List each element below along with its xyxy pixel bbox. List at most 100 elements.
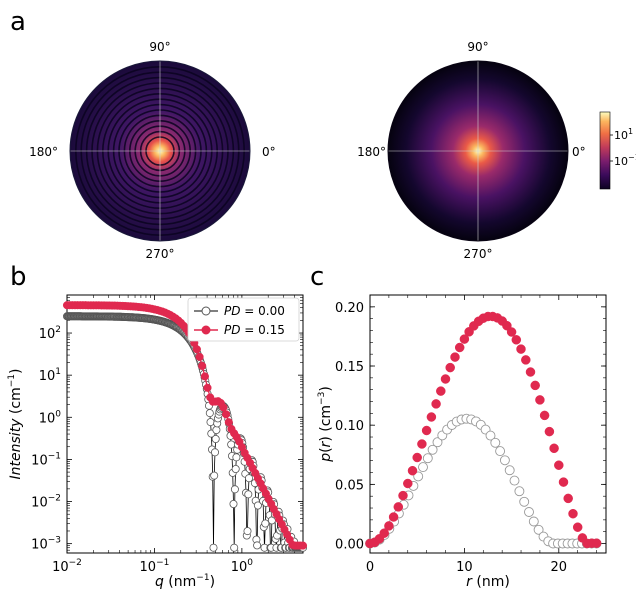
panel-c-point-pd015 (506, 327, 517, 337)
panel-b-legend: PD = 0.00 PD = 0.15 (187, 297, 300, 342)
panel-c-xtick-label: 10 (456, 560, 473, 575)
panel-c-point-pd015 (525, 367, 536, 377)
panel-b-xtick-label: 10−2 (52, 558, 82, 575)
panel-b-point-pd0 (229, 499, 238, 508)
panel-b-point-pd0 (243, 527, 252, 536)
panel-b-point-pd0 (231, 464, 240, 473)
panel-c-xtick-label: 20 (551, 560, 568, 575)
panel-c-ticks: 0 10 20 0.00 0.05 0.10 0.15 0.20 (335, 295, 606, 575)
panel-b-series-pd015 (62, 301, 308, 550)
panel-b-point-pd0 (244, 490, 253, 499)
panel-c-point-pd0 (499, 455, 510, 466)
panel-c-point-pd0 (427, 444, 438, 455)
panel-b-point-pd0 (253, 501, 262, 510)
panel-b-point-pd015 (200, 372, 209, 381)
panel-label-a: a (10, 7, 26, 37)
colorbar: 101 10−1 (599, 111, 636, 190)
polar-plot-right: 90° 180° 0° 270° (357, 40, 586, 261)
panel-b-point-pd0 (206, 418, 215, 427)
legend-marker-pd0 (201, 306, 211, 316)
panel-b-ytick-label: 100 (39, 409, 62, 426)
panel-c-point-pd0 (519, 496, 530, 507)
panel-b-point-pd0 (209, 543, 218, 552)
panel-b-ytick-label: 101 (39, 367, 61, 384)
panel-c-point-pd0 (432, 437, 443, 448)
panel-c-ytick-label: 0.10 (335, 419, 364, 434)
panel-b-ytick-label: 102 (39, 325, 61, 342)
panel-c-series-pd015 (365, 311, 602, 549)
panel-b-point-pd0 (210, 448, 219, 457)
panel-c-xlabel: r (nm) (466, 574, 510, 590)
panel-b-point-pd0 (212, 425, 221, 434)
panel-c-ytick-label: 0.15 (335, 360, 364, 375)
panel-c-point-pd015 (539, 410, 550, 421)
panel-b-ylabel: Intensity (cm−1) (7, 369, 24, 480)
panel-b-point-pd0 (230, 543, 239, 552)
panel-c-point-pd0 (422, 453, 433, 464)
panel-b-xtick-label: 10−1 (140, 558, 170, 575)
panel-c-point-pd0 (514, 486, 525, 497)
panel-c-point-pd015 (407, 465, 418, 476)
panel-label-c: c (310, 262, 324, 292)
panel-b-point-pd015 (222, 410, 231, 419)
panel-c-point-pd015 (379, 528, 389, 538)
panel-b-point-pd0 (232, 453, 241, 462)
colorbar-label-10^1: 101 (614, 127, 633, 142)
panel-b-point-pd015 (192, 345, 201, 354)
panel-c-ytick-label: 0.05 (335, 478, 364, 493)
panel-c-point-pd0 (504, 465, 515, 476)
panel-c-point-pd015 (412, 452, 422, 463)
panel-c-pr-plot: 0 10 20 0.00 0.05 0.10 0.15 0.20 r (nm) p(r) (c… (317, 294, 607, 590)
legend-text-pd0: PD = 0.00 (224, 304, 285, 318)
panel-c-point-pd015 (521, 355, 531, 365)
panel-c-point-pd015 (530, 380, 540, 391)
panel-c-point-pd015 (403, 478, 413, 489)
panel-c-point-pd015 (450, 352, 460, 362)
panel-c-ytick-label: 0.00 (335, 538, 364, 553)
panel-b-point-pd015 (198, 361, 207, 370)
panel-c-point-pd015 (417, 439, 427, 449)
panel-b-ytick-label: 10−3 (31, 536, 61, 553)
polar-left-border (69, 60, 251, 242)
panel-b-point-pd0 (244, 474, 253, 483)
polar-left-label-180: 180° (29, 145, 58, 159)
panel-c-point-pd0 (533, 524, 544, 535)
panel-c-point-pd015 (426, 412, 437, 422)
panel-c-point-pd015 (563, 493, 573, 504)
panel-c-point-pd0 (418, 462, 428, 473)
panel-b-point-pd015 (298, 541, 308, 550)
panel-c-point-pd015 (459, 334, 470, 344)
legend-marker-pd015 (201, 325, 211, 335)
panel-c-frame (369, 294, 607, 554)
panel-b-point-pd0 (253, 541, 262, 550)
panel-b-point-pd0 (261, 519, 270, 528)
panel-c-point-pd0 (490, 437, 501, 448)
polar-left-label-0: 0° (262, 145, 276, 159)
polar-right-label-0: 0° (572, 145, 586, 159)
panel-c-point-pd0 (524, 507, 534, 517)
panel-c-point-pd015 (544, 426, 555, 437)
panel-c-point-pd015 (568, 508, 578, 519)
panel-b-point-pd0 (227, 440, 236, 449)
panel-b-xtick-label: 100 (231, 558, 254, 575)
panel-b-point-pd015 (203, 383, 212, 392)
panel-b-ytick-label: 10−2 (31, 494, 61, 511)
panel-c-point-pd015 (558, 477, 569, 487)
polar-left-label-90: 90° (149, 40, 170, 54)
panel-c-point-pd015 (431, 399, 441, 409)
panel-c-point-pd015 (393, 502, 404, 512)
panel-c-point-pd015 (388, 512, 399, 522)
panel-c-point-pd015 (535, 395, 545, 405)
colorbar-label-10^-1: 10−1 (614, 153, 636, 168)
panel-c-point-pd0 (413, 471, 424, 482)
polar-plot-left: 90° 180° 0° 270° (29, 40, 276, 261)
panel-c-point-pd015 (572, 522, 583, 532)
panel-c-point-pd015 (516, 344, 526, 354)
panel-label-b: b (10, 262, 27, 292)
panel-c-point-pd015 (511, 335, 522, 345)
panel-c-point-pd015 (454, 342, 465, 353)
panel-c-point-pd015 (398, 490, 408, 501)
panel-c-point-pd015 (445, 362, 455, 373)
legend-text-pd015: PD = 0.15 (224, 323, 285, 337)
panel-c-point-pd0 (509, 475, 520, 486)
